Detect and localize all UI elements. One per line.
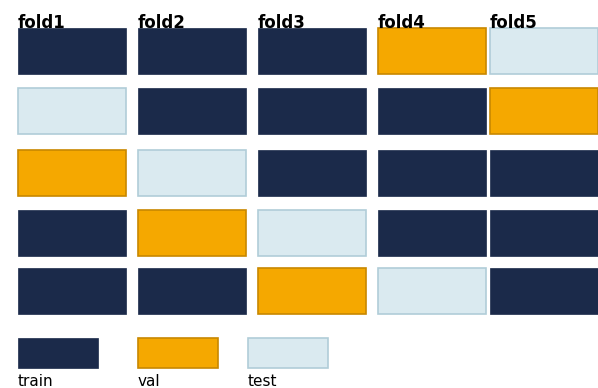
Text: fold2: fold2 xyxy=(138,14,186,32)
Bar xyxy=(18,338,98,368)
Bar xyxy=(18,150,126,196)
Bar xyxy=(258,268,366,314)
Text: fold1: fold1 xyxy=(18,14,66,32)
Bar xyxy=(138,338,218,368)
Bar xyxy=(378,150,486,196)
Bar xyxy=(138,88,246,134)
Text: train: train xyxy=(18,374,54,388)
Bar xyxy=(258,150,366,196)
Bar xyxy=(138,210,246,256)
Bar xyxy=(258,210,366,256)
Bar xyxy=(138,28,246,74)
Bar xyxy=(490,150,598,196)
Text: fold3: fold3 xyxy=(258,14,306,32)
Text: test: test xyxy=(248,374,277,388)
Bar xyxy=(258,88,366,134)
Bar xyxy=(18,28,126,74)
Text: fold4: fold4 xyxy=(378,14,426,32)
Bar xyxy=(378,210,486,256)
Bar xyxy=(138,268,246,314)
Bar xyxy=(18,210,126,256)
Bar xyxy=(378,268,486,314)
Bar xyxy=(490,268,598,314)
Bar xyxy=(490,88,598,134)
Bar xyxy=(490,210,598,256)
Bar xyxy=(378,88,486,134)
Text: val: val xyxy=(138,374,161,388)
Bar xyxy=(490,28,598,74)
Bar xyxy=(138,150,246,196)
Bar xyxy=(248,338,328,368)
Bar xyxy=(378,28,486,74)
Bar xyxy=(18,88,126,134)
Text: fold5: fold5 xyxy=(490,14,538,32)
Bar xyxy=(18,268,126,314)
Bar xyxy=(258,28,366,74)
